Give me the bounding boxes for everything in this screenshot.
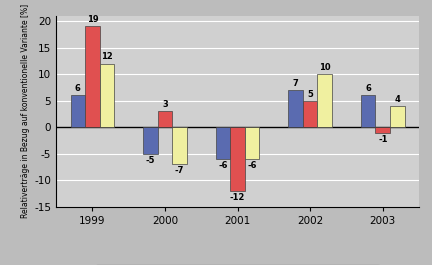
Bar — [318, 74, 332, 127]
Y-axis label: Relativerträge in Bezug auf konventionelle Variante [%]: Relativerträge in Bezug auf konventionel… — [21, 4, 30, 218]
Text: -5: -5 — [146, 156, 155, 165]
Text: 19: 19 — [87, 15, 98, 24]
Bar — [245, 127, 259, 159]
Bar — [143, 127, 158, 154]
Text: 6: 6 — [365, 84, 371, 93]
Text: -1: -1 — [378, 135, 388, 144]
Text: 5: 5 — [307, 90, 313, 99]
Bar — [289, 90, 303, 127]
Bar — [390, 106, 404, 127]
Bar — [158, 111, 172, 127]
Bar — [375, 127, 390, 132]
Text: -12: -12 — [230, 193, 245, 202]
Bar — [361, 95, 375, 127]
Bar — [216, 127, 230, 159]
Text: 6: 6 — [75, 84, 81, 93]
Text: 3: 3 — [162, 100, 168, 109]
Text: 4: 4 — [394, 95, 400, 104]
Bar — [85, 26, 100, 127]
Bar — [71, 95, 85, 127]
Text: 7: 7 — [293, 79, 299, 88]
Bar — [303, 101, 318, 127]
Bar — [230, 127, 245, 191]
Text: -6: -6 — [248, 161, 257, 170]
Bar — [172, 127, 187, 164]
Text: 10: 10 — [319, 63, 330, 72]
Text: -7: -7 — [175, 166, 184, 175]
Text: -6: -6 — [218, 161, 228, 170]
Text: 12: 12 — [101, 52, 113, 61]
Bar — [100, 64, 114, 127]
